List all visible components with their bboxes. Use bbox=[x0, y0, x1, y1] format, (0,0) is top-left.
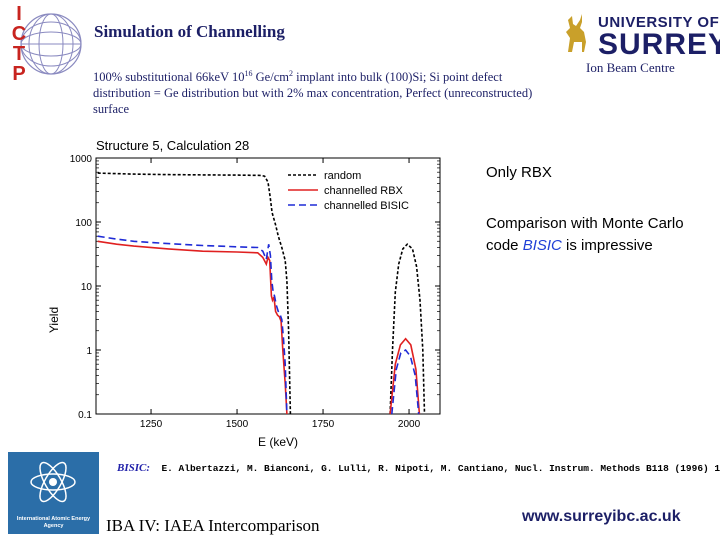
y-tick-label: 0.1 bbox=[78, 410, 92, 421]
surrey-logo bbox=[560, 12, 592, 61]
ion-beam-centre-label: Ion Beam Centre bbox=[586, 60, 675, 75]
legend-label: channelled BISIC bbox=[324, 200, 409, 212]
x-tick-label: 1250 bbox=[140, 419, 163, 430]
series-random-line bbox=[97, 172, 292, 415]
ictp-letter-t: T bbox=[12, 43, 26, 65]
series-channelled-bisic-line bbox=[97, 235, 288, 415]
iaea-logo: International Atomic Energy Agency bbox=[8, 452, 99, 534]
university-line: UNIVERSITY OF bbox=[598, 14, 720, 31]
note-only-rbx: Only RBX bbox=[486, 164, 552, 181]
surrey-wordmark: SURREY bbox=[598, 28, 720, 61]
citation: BISIC: E. Albertazzi, M. Bianconi, G. Lu… bbox=[117, 462, 720, 474]
plot-series bbox=[97, 172, 426, 415]
y-tick-label: 100 bbox=[75, 218, 92, 229]
y-tick-label: 1 bbox=[86, 346, 92, 357]
citation-text: E. Albertazzi, M. Bianconi, G. Lulli, R.… bbox=[161, 463, 720, 474]
chart-legend: random channelled RBX channelled BISIC bbox=[288, 170, 409, 212]
slide-title: Simulation of Channelling bbox=[94, 22, 285, 41]
iaea-label: International Atomic Energy Agency bbox=[16, 516, 91, 529]
series-channelled-rbx-line bbox=[97, 240, 288, 415]
series-channelled-rbx-line bbox=[389, 337, 421, 415]
y-axis-label: Yield bbox=[47, 307, 61, 333]
y-tick-label: 10 bbox=[81, 282, 93, 293]
ictp-letter-i: I bbox=[16, 3, 22, 25]
series-channelled-bisic-line bbox=[391, 348, 420, 415]
ictp-letter-p: P bbox=[12, 63, 26, 85]
chart-title: Structure 5, Calculation 28 bbox=[96, 138, 249, 153]
note-comparison: Comparison with Monte Carlo code BISIC i… bbox=[486, 215, 684, 254]
series-random-line bbox=[389, 243, 426, 415]
ictp-letter-c: C bbox=[11, 23, 27, 45]
x-axis-label: E (keV) bbox=[258, 435, 298, 449]
x-tick-label: 2000 bbox=[398, 419, 421, 430]
legend-label: random bbox=[324, 170, 361, 182]
ictp-logo: I C T P bbox=[5, 4, 83, 86]
stag-icon bbox=[566, 14, 586, 52]
legend-label: channelled RBX bbox=[324, 185, 404, 197]
atom-icon bbox=[30, 461, 76, 503]
x-tick-label: 1750 bbox=[312, 419, 335, 430]
footer-url[interactable]: www.surreyibc.ac.uk bbox=[522, 508, 681, 525]
channelling-chart: Structure 5, Calculation 28 1000 100 10 1 0.… bbox=[47, 138, 441, 449]
citation-lead: BISIC: bbox=[117, 462, 151, 474]
ictp-globe-icon bbox=[20, 13, 82, 75]
slide-description: 100% substitutional 66keV 1016 Ge/cm2 im… bbox=[93, 69, 533, 117]
x-tick-label: 1500 bbox=[226, 419, 249, 430]
plot-axes: 1000 100 10 1 0.1 1250 1500 1750 2000 bbox=[70, 154, 441, 430]
y-tick-label: 1000 bbox=[70, 154, 93, 165]
footer-title: IBA IV: IAEA Intercomparison bbox=[106, 516, 320, 535]
